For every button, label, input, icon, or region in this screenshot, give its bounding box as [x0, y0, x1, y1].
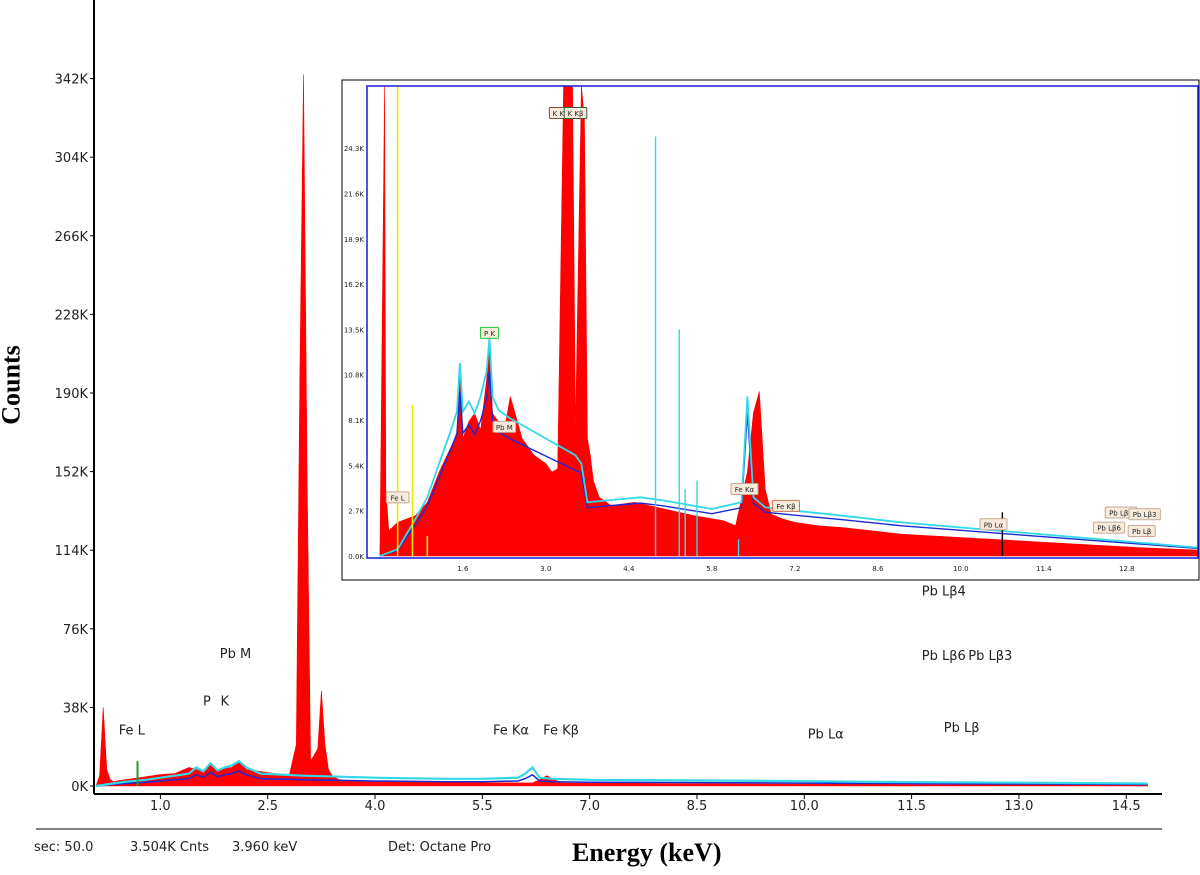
- inset-peak-tag-label: Pb Lβ4: [1109, 510, 1133, 518]
- main-x-tick-label: 14.5: [1112, 799, 1141, 814]
- inset-y-tick-label: 10.8K: [344, 372, 365, 380]
- inset-peak-tag: [730, 483, 759, 496]
- inset-peak-tag-label: Pb M: [496, 424, 513, 432]
- inset-x-tick-label: 4.4: [623, 565, 635, 573]
- main-peak-label: Pb Lβ: [944, 721, 980, 736]
- inset-plot: 0.0K 2.7K 5.4K 8.1K 10.8K 13.5K 16.2K 18.9K 21.6…: [341, 79, 1200, 581]
- main-x-tick-label: 2.5: [257, 799, 278, 814]
- inset-peak-tag-label: Pb Lβ3: [1133, 511, 1157, 519]
- inset-clip-group: [379, 86, 1198, 557]
- main-spectrum-area: [95, 74, 1148, 787]
- status-sec: sec: 50.0: [34, 840, 94, 855]
- status-energy: 3.960 keV: [232, 840, 298, 855]
- main-y-tick-label: 342K: [55, 73, 89, 88]
- inset-x-tick-label: 10.0: [953, 565, 969, 573]
- inset-peak-tag-label: Pb Lβ6: [1097, 525, 1121, 533]
- main-x-tick-label: 11.5: [897, 799, 926, 814]
- main-peak-label: Fe Kβ: [543, 723, 579, 738]
- inset-x-tick-label: 11.4: [1036, 565, 1052, 573]
- inset-y-tick-label: 5.4K: [348, 462, 364, 470]
- main-fit-line: [95, 759, 1148, 788]
- main-x-tick-label: 10.0: [790, 799, 819, 814]
- main-x-tick-label: 1.0: [150, 799, 171, 814]
- inset-background-line: [379, 370, 1198, 557]
- main-peak-label: Pb Lα: [808, 727, 844, 742]
- inset-x-tick-label: 5.8: [706, 565, 717, 573]
- inset-x-tick-label: 1.6: [457, 565, 469, 573]
- inset-peak-tag: [479, 326, 500, 339]
- inset-y-tick-label: 8.1K: [348, 417, 364, 425]
- inset-peak-tag-label: Fe L: [391, 494, 405, 502]
- main-y-tick-label: 304K: [55, 151, 89, 166]
- main-peak-label: Pb Lβ4: [922, 585, 966, 600]
- x-axis-label: Energy (keV): [572, 838, 722, 867]
- main-x-tick-label: 8.5: [687, 799, 708, 814]
- main-background-line: [95, 770, 1148, 787]
- inset-y-tick-label: 21.6K: [344, 190, 365, 198]
- main-peak-label: Pb Lβ3: [968, 649, 1012, 664]
- inset-frame: [366, 85, 1199, 559]
- main-y-tick-label: 190K: [55, 387, 89, 402]
- main-peak-label: K: [221, 694, 230, 709]
- inset-peak-tag: [385, 491, 410, 504]
- inset-peak-tag-label: K Kβ: [568, 110, 584, 118]
- inset-y-tick-label: 2.7K: [348, 508, 364, 516]
- inset-peak-tag: [1128, 508, 1161, 521]
- main-peak-label: Fe Kα: [493, 723, 529, 738]
- inset-peak-tag-label: Fe Kβ: [776, 503, 795, 511]
- main-x-tick-label: 5.5: [472, 799, 493, 814]
- inset-peak-tag-label: P K: [484, 330, 495, 338]
- main-y-tick-label: 228K: [55, 308, 89, 323]
- inset-fit-line: [379, 337, 1198, 557]
- inset-peak-tag-label: K Kα: [553, 110, 569, 118]
- inset-peak-tag: [563, 107, 588, 120]
- inset-peak-tag: [492, 420, 517, 433]
- inset-peak-tag: [979, 518, 1008, 531]
- main-x-tick-label: 4.0: [365, 799, 386, 814]
- main-plot: 0K 38K 76K 114K 152K 190K 228K 266K 304K 342K 1.0 2…: [36, 0, 1162, 830]
- inset-peak-tag-label: Pb Lα: [984, 521, 1004, 529]
- main-x-tick-label: 7.0: [579, 799, 600, 814]
- main-x-tick-label: 13.0: [1004, 799, 1033, 814]
- main-peak-label: Pb Lβ6: [922, 649, 966, 664]
- inset-y-tick-label: 24.3K: [344, 145, 365, 153]
- inset-peak-tag: [1092, 521, 1126, 534]
- inset-peak-tag: [1127, 525, 1156, 537]
- inset-x-tick-label: 12.8: [1119, 565, 1135, 573]
- inset-peak-tag-label: Pb Lβ: [1132, 528, 1151, 536]
- inset-y-tick-label: 16.2K: [344, 281, 365, 289]
- inset-peak-tag: [771, 499, 800, 512]
- inset-y-tick-label: 18.9K: [344, 236, 365, 244]
- main-peak-label: P: [203, 694, 211, 709]
- inset-peak-tag-label: Fe Kα: [735, 486, 755, 494]
- status-detector: Det: Octane Pro: [388, 840, 492, 855]
- main-y-tick-label: 0K: [71, 780, 88, 795]
- main-y-tick-label: 114K: [55, 544, 89, 559]
- status-counts: 3.504K Cnts: [130, 840, 210, 855]
- main-y-tick-label: 76K: [63, 623, 89, 638]
- inset-y-tick-label: 0.0K: [348, 553, 364, 561]
- main-y-tick-label: 266K: [55, 230, 89, 245]
- inset-x-tick-label: 7.2: [789, 565, 800, 573]
- inset-x-tick-label: 3.0: [540, 565, 551, 573]
- y-axis-label: Counts: [0, 345, 26, 425]
- main-y-tick-label: 38K: [63, 701, 89, 716]
- main-peak-label: Fe L: [119, 723, 146, 738]
- inset-x-tick-label: 8.6: [872, 565, 884, 573]
- main-y-tick-label: 152K: [55, 466, 89, 481]
- main-peak-label: Pb M: [220, 647, 251, 662]
- inset-y-tick-label: 13.5K: [344, 326, 365, 334]
